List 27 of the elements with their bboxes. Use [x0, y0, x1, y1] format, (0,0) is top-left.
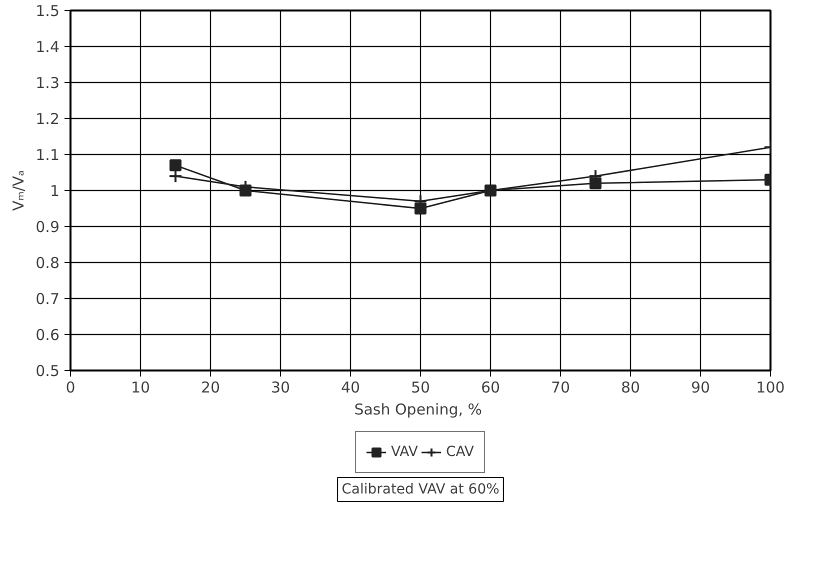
x-axis-title: Sash Opening, %: [354, 400, 482, 418]
y-tick-label: 0.8: [36, 254, 60, 272]
x-tick-label: 40: [340, 378, 360, 396]
x-tick-label: 80: [620, 378, 640, 396]
x-tick-label: 20: [200, 378, 220, 396]
x-tick-label: 10: [130, 378, 150, 396]
legend-label: VAV: [391, 444, 418, 460]
x-tick-label: 70: [550, 378, 570, 396]
y-tick-label: 0.9: [36, 218, 60, 236]
y-tick-label: 1: [50, 182, 60, 200]
x-tick-label: 30: [270, 378, 290, 396]
y-tick-label: 0.6: [36, 326, 60, 344]
x-tick-label: 100: [756, 378, 785, 396]
y-tick-label: 1.5: [36, 2, 60, 20]
text: Calibrated VAV at 60%: [342, 482, 500, 498]
y-tick-label: 0.5: [36, 362, 60, 380]
y-tick-label: 1.4: [36, 38, 60, 56]
x-tick-label: 50: [410, 378, 430, 396]
x-tick-label: 90: [690, 378, 710, 396]
x-tick-label: 0: [66, 378, 76, 396]
y-tick-label: 1.1: [36, 146, 60, 164]
y-tick-label: 1.2: [36, 110, 60, 128]
legend-label: CAV: [446, 444, 474, 460]
y-tick-label: 1.3: [36, 74, 60, 92]
y-tick-label: 0.7: [36, 290, 60, 308]
y-axis-title: Vₘ/Vₐ: [10, 170, 28, 211]
x-tick-label: 60: [480, 378, 500, 396]
